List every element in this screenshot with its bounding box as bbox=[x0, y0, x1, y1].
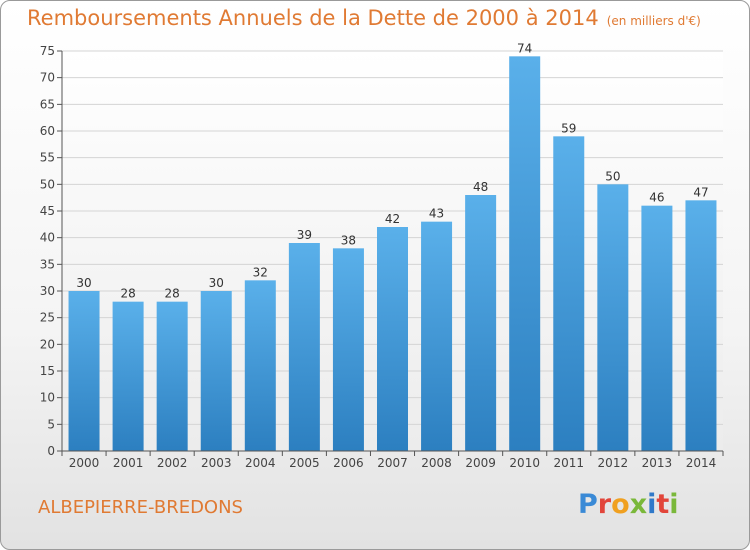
bar-value-label: 30 bbox=[209, 276, 224, 290]
bar-value-label: 43 bbox=[429, 207, 444, 221]
bar-value-label: 39 bbox=[297, 228, 312, 242]
proxiti-logo: Proxiti bbox=[578, 489, 679, 520]
bar-value-label: 50 bbox=[605, 169, 620, 183]
logo-letter: P bbox=[578, 489, 598, 520]
y-tick-label: 0 bbox=[47, 444, 55, 458]
x-tick-label: 2005 bbox=[289, 456, 320, 470]
y-tick-label: 55 bbox=[40, 151, 55, 165]
bar-2007 bbox=[377, 227, 408, 451]
bar-2004 bbox=[244, 280, 276, 451]
y-tick-label: 5 bbox=[47, 417, 55, 431]
chart-title: Remboursements Annuels de la Dette de 20… bbox=[27, 6, 701, 30]
y-tick-label: 45 bbox=[40, 204, 55, 218]
bar-value-label: 30 bbox=[76, 276, 91, 290]
logo-letter: r bbox=[597, 489, 612, 520]
commune-name: ALBEPIERRE-BREDONS bbox=[38, 497, 243, 518]
y-tick-label: 75 bbox=[40, 44, 55, 58]
bar-2006 bbox=[332, 248, 364, 451]
x-tick-label: 2001 bbox=[113, 456, 144, 470]
bar-value-label: 28 bbox=[120, 287, 135, 301]
logo-letter: o bbox=[611, 489, 630, 520]
bar-value-label: 59 bbox=[561, 121, 576, 135]
x-tick-label: 2007 bbox=[377, 456, 408, 470]
y-tick-label: 65 bbox=[40, 97, 55, 111]
bar-2003 bbox=[200, 291, 232, 451]
chart-unit-note: (en milliers d'€) bbox=[606, 14, 701, 28]
bar-2005 bbox=[288, 243, 320, 451]
bar-value-label: 32 bbox=[253, 265, 268, 279]
bar-2000 bbox=[68, 291, 100, 451]
x-tick-label: 2000 bbox=[69, 456, 100, 470]
bar-2011 bbox=[553, 136, 585, 452]
y-tick-label: 35 bbox=[40, 257, 55, 271]
y-tick-label: 50 bbox=[40, 177, 55, 191]
x-tick-label: 2006 bbox=[333, 456, 364, 470]
x-tick-label: 2008 bbox=[421, 456, 452, 470]
x-tick-label: 2004 bbox=[245, 456, 276, 470]
bar-2001 bbox=[112, 301, 144, 451]
bar-value-label: 28 bbox=[165, 287, 180, 301]
x-tick-label: 2009 bbox=[465, 456, 496, 470]
bar-2012 bbox=[597, 184, 629, 452]
bar-value-label: 42 bbox=[385, 212, 400, 226]
bar-2008 bbox=[421, 221, 453, 451]
y-tick-label: 60 bbox=[40, 124, 55, 138]
x-tick-label: 2003 bbox=[201, 456, 232, 470]
bar-value-label: 47 bbox=[693, 185, 708, 199]
bar-value-label: 48 bbox=[473, 180, 488, 194]
x-tick-label: 2012 bbox=[598, 456, 629, 470]
x-tick-label: 2011 bbox=[553, 456, 584, 470]
bar-value-label: 38 bbox=[341, 233, 356, 247]
x-tick-label: 2010 bbox=[509, 456, 540, 470]
logo-letter: i bbox=[669, 489, 679, 520]
bar-2013 bbox=[641, 205, 673, 451]
y-tick-label: 20 bbox=[40, 337, 55, 351]
bar-value-label: 74 bbox=[517, 41, 532, 55]
y-tick-label: 15 bbox=[40, 364, 55, 378]
x-tick-label: 2002 bbox=[157, 456, 188, 470]
bar-value-label: 46 bbox=[649, 191, 664, 205]
bar-2009 bbox=[465, 195, 497, 451]
x-tick-label: 2014 bbox=[686, 456, 717, 470]
logo-letter: x bbox=[629, 489, 648, 520]
y-tick-label: 70 bbox=[40, 71, 55, 85]
x-tick-label: 2013 bbox=[642, 456, 673, 470]
bar-2002 bbox=[156, 301, 188, 451]
y-tick-label: 25 bbox=[40, 311, 55, 325]
bar-2014 bbox=[685, 200, 717, 451]
logo-letter: i bbox=[647, 489, 657, 520]
y-tick-label: 10 bbox=[40, 391, 55, 405]
y-tick-label: 30 bbox=[40, 284, 55, 298]
y-tick-label: 40 bbox=[40, 231, 55, 245]
logo-letter: t bbox=[656, 489, 670, 520]
bar-2010 bbox=[509, 56, 541, 451]
chart-title-main: Remboursements Annuels de la Dette de 20… bbox=[27, 6, 599, 30]
